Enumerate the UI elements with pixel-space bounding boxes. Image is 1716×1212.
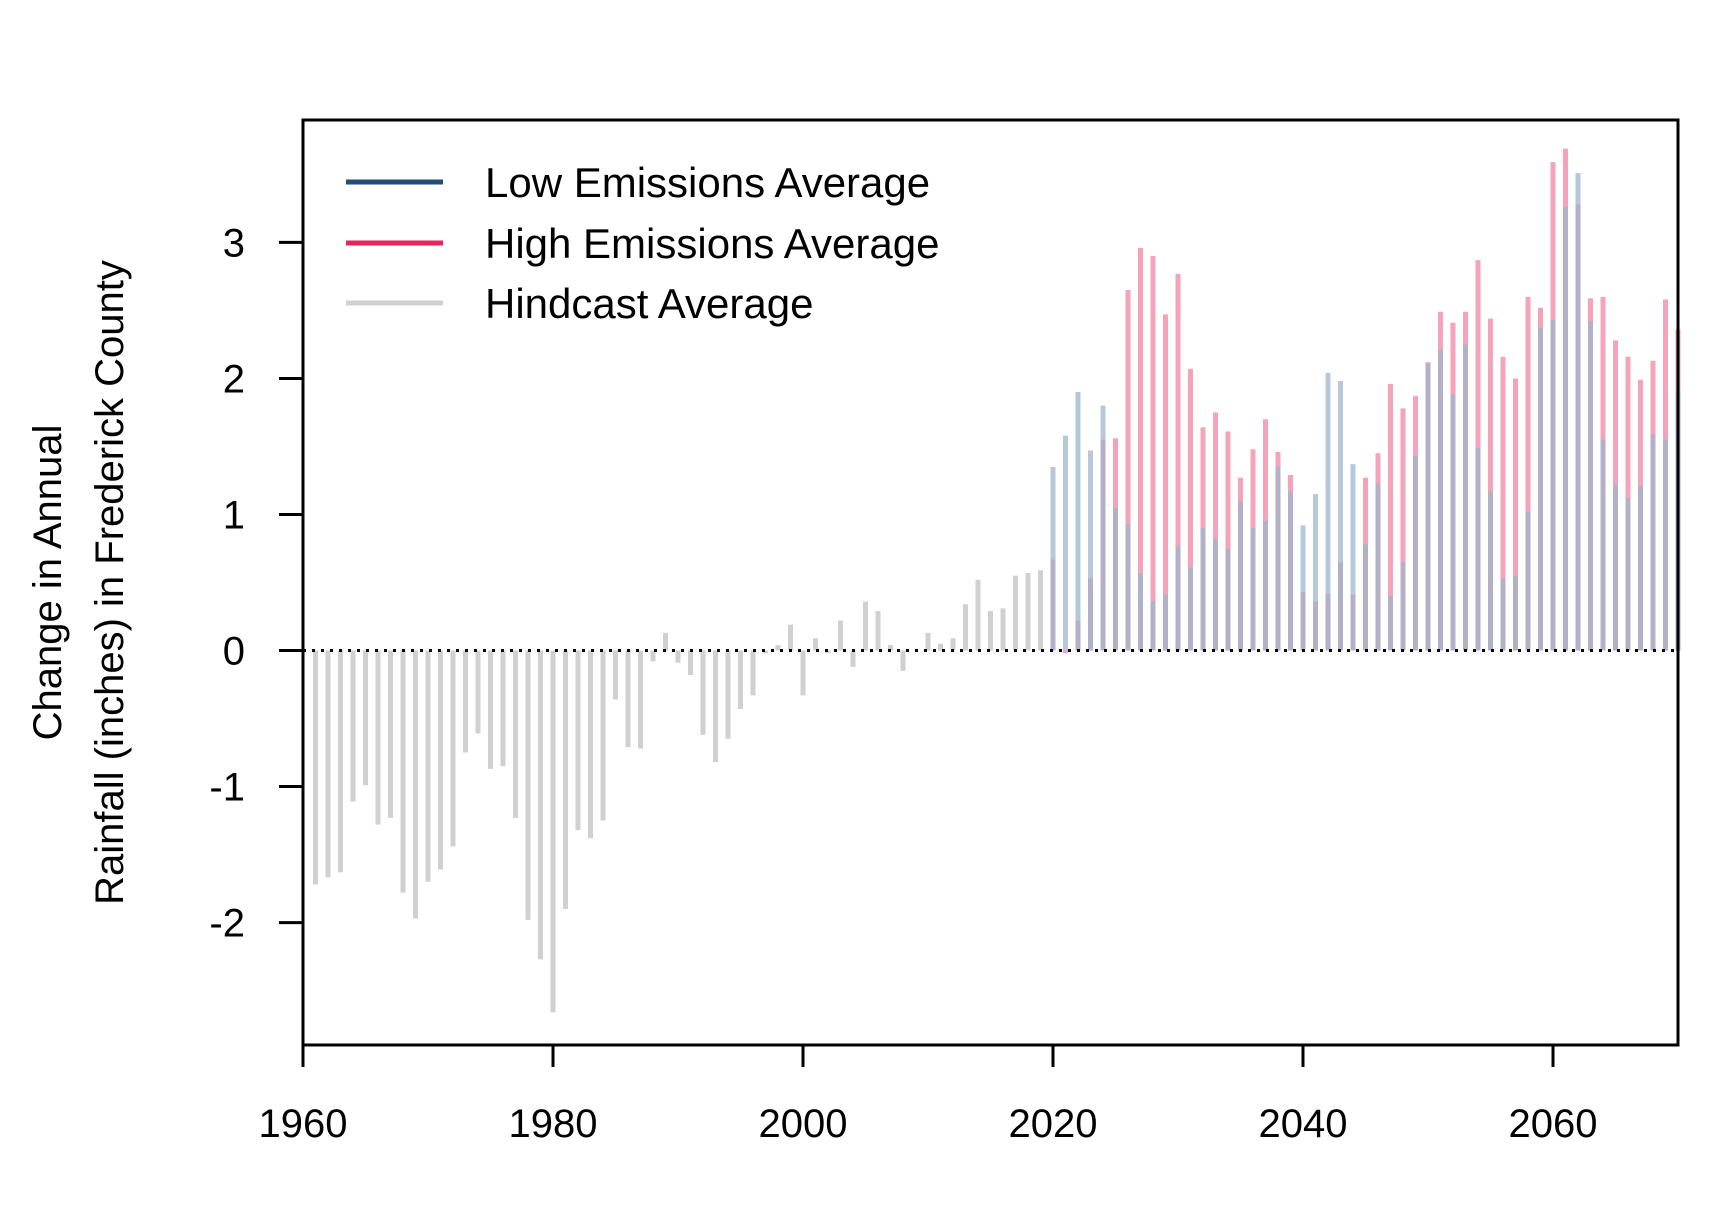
legend-label-hindcast-average: Hindcast Average — [485, 280, 813, 327]
series-hindcast-average — [313, 570, 1043, 1013]
x-tick-label-1980: 1980 — [509, 1102, 598, 1146]
legend-label-low-emissions-average: Low Emissions Average — [485, 159, 930, 206]
y-axis-title-line-1: Change in Annual — [26, 425, 70, 741]
y-tick-label--2: -2 — [209, 902, 245, 946]
x-axis: 1960 1980 2000 2020 2040 2060 — [259, 1043, 1598, 1146]
legend-label-high-emissions-average: High Emissions Average — [485, 220, 939, 267]
y-tick-label-2: 2 — [223, 357, 245, 401]
x-tick-label-2040: 2040 — [1259, 1102, 1348, 1146]
bars-layer — [313, 148, 1681, 1013]
y-tick-label--1: -1 — [209, 766, 245, 810]
y-axis-title: Change in Annual Rainfall (inches) in Fre… — [26, 260, 132, 905]
x-tick-label-2020: 2020 — [1009, 1102, 1098, 1146]
y-tick-label-0: 0 — [223, 630, 245, 674]
legend: Low Emissions Average High Emissions Aver… — [346, 159, 939, 327]
x-tick-label-1960: 1960 — [259, 1102, 348, 1146]
series-low-emissions-average — [1050, 173, 1681, 651]
y-tick-label-3: 3 — [223, 221, 245, 265]
y-axis: -2 -1 0 1 2 3 — [209, 221, 303, 946]
x-tick-label-2000: 2000 — [759, 1102, 848, 1146]
y-axis-title-line-2: Rainfall (inches) in Frederick County — [88, 260, 132, 905]
x-tick-label-2060: 2060 — [1509, 1102, 1598, 1146]
y-tick-label-1: 1 — [223, 493, 245, 537]
